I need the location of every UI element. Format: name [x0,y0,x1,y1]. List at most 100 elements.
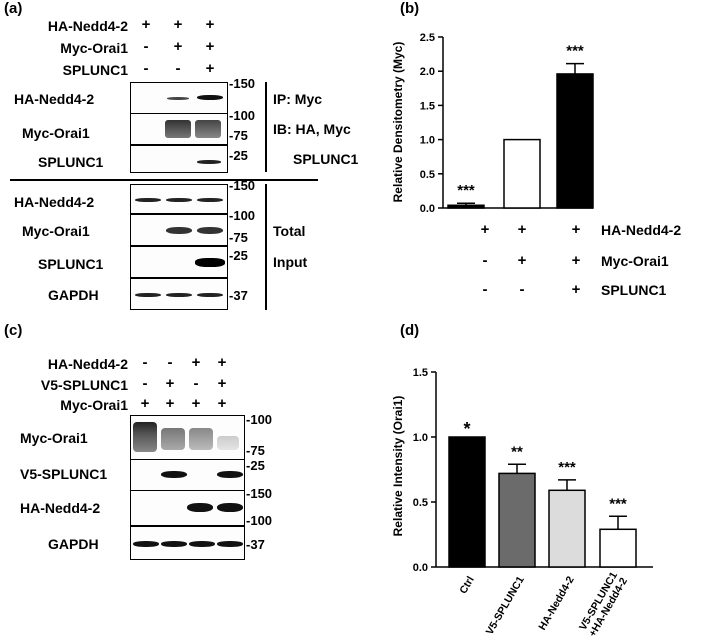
band [217,541,243,547]
panel-label-c: (c) [4,322,23,339]
y-tick-label: 1.5 [413,367,428,379]
sign: - [482,281,488,298]
sign: - [143,38,149,55]
condition-label-ha-nedd4-2: HA-Nedd4-2 [47,18,128,34]
y-tick-label: 2.0 [420,66,435,78]
ip-annotation: IP: Myc [273,91,323,107]
y-tick-label: 0.0 [420,203,435,215]
x-tick-label: V5-SPLUNC1 [484,574,527,637]
mw-marker: 25 [229,148,247,163]
sign: + [571,221,581,238]
panel-label-b: (b) [400,0,420,17]
ib-annotation: IB: HA, Myc [273,121,351,137]
sign: + [571,281,581,298]
mw-marker: 75 [246,443,264,458]
condition-label-myc-orai1: Myc-Orai1 [601,253,669,269]
mw-marker: 150 [229,178,255,193]
band [195,120,221,138]
blot-label: SPLUNC1 [38,256,104,272]
band [135,198,161,202]
band [197,95,223,100]
bracket-line [265,82,267,172]
chart-d-ylabel: Relative Intensity (Orai1) [391,396,405,537]
western-blot [130,459,245,491]
band [161,541,187,547]
significance-label: ** [511,443,523,460]
blot-label: V5-SPLUNC1 [20,466,108,482]
blot-label: Myc-Orai1 [20,430,88,446]
x-tick-label: HA-Nedd4-2 [536,574,577,632]
significance-label: * [463,419,470,439]
mw-marker: 100 [246,412,272,427]
bar [556,73,594,209]
sign: + [173,38,183,55]
condition-label-v5-splunc1: V5-SPLUNC1 [40,377,128,393]
blot-label: GAPDH [48,536,99,552]
bar [503,138,541,209]
condition-label-ha-nedd4-2: HA-Nedd4-2 [47,356,128,372]
band [189,541,215,547]
input-annotation: Input [273,254,308,270]
western-blot [130,526,245,560]
sign: + [165,395,175,412]
bracket-line [265,184,267,310]
condition-label-splunc1: SPLUNC1 [601,282,667,298]
band [217,471,243,478]
sign: - [142,354,148,371]
mw-marker: 75 [229,230,247,245]
western-blot [130,184,228,214]
sign: + [205,38,215,55]
band [166,227,192,234]
y-tick-label: 2.5 [420,32,435,44]
band [133,541,159,547]
mw-marker: 25 [246,458,264,473]
significance-label: *** [558,459,576,476]
bar [498,472,536,568]
sign: - [519,281,525,298]
western-blot [130,145,228,173]
western-blot [130,246,228,278]
sign: + [217,354,227,371]
mw-marker: 100 [246,513,272,528]
band [166,293,192,297]
western-blot [130,490,245,526]
mw-marker: 150 [246,486,272,501]
mw-marker: 100 [229,208,255,223]
sign: + [517,221,527,238]
sign: + [140,395,150,412]
band [197,160,221,164]
sign: + [517,252,527,269]
western-blot [130,415,245,460]
band [197,293,223,297]
condition-label-myc-orai1: Myc-Orai1 [60,40,128,56]
band [195,258,225,267]
sign: - [143,60,149,77]
sign: - [167,354,173,371]
sign: + [480,221,490,238]
mw-marker: 37 [246,537,264,552]
significance-label: *** [566,43,584,60]
sign: + [217,395,227,412]
band [167,97,189,100]
band [187,503,213,512]
sign: + [217,375,227,392]
band [135,293,161,297]
bar [599,528,637,568]
mw-marker: 75 [229,128,247,143]
blot-label: Myc-Orai1 [22,223,90,239]
band [133,422,157,452]
sign: + [571,252,581,269]
chart-b: Relative Densitometry (Myc) 0.0 0.5 1.0 1.5… [391,32,594,215]
western-blot [130,113,228,145]
sign: - [193,375,199,392]
western-blot [130,214,228,246]
bar [448,436,486,568]
x-tick-label: V5-SPLUNC1+HA-Nedd4-2 [577,570,631,639]
mw-marker: 25 [229,248,247,263]
band [161,471,187,478]
bar [447,204,485,209]
mw-marker: 37 [229,288,247,303]
sign: + [141,16,151,33]
condition-label-splunc1: SPLUNC1 [62,62,128,78]
sign: + [205,60,215,77]
